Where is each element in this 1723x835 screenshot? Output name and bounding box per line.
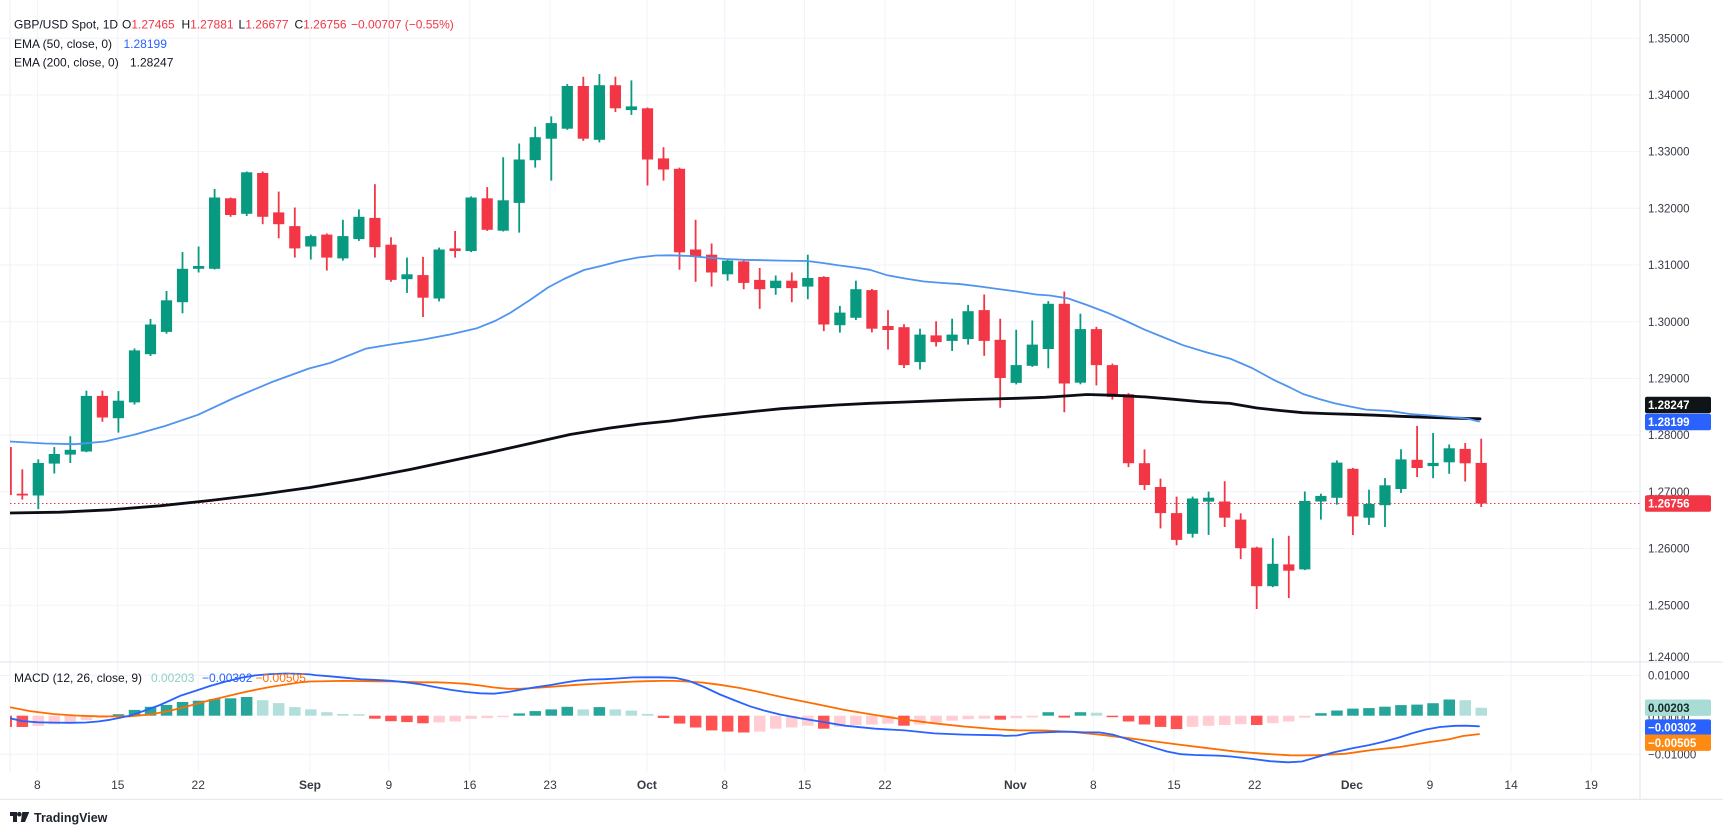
svg-text:1.28199: 1.28199 [1648, 417, 1690, 429]
svg-text:MACD (12, 26, close, 9)0.00203: MACD (12, 26, close, 9) 0.00203 −0.00302 −0… [14, 671, 306, 685]
svg-text:−0.00302: −0.00302 [1648, 723, 1696, 735]
svg-text:22: 22 [878, 778, 892, 792]
svg-text:1.35000: 1.35000 [1648, 33, 1690, 45]
svg-text:1.28247: 1.28247 [1648, 400, 1690, 412]
svg-text:−0.00505: −0.00505 [1648, 738, 1697, 750]
svg-text:Dec: Dec [1341, 778, 1363, 792]
svg-text:1.30000: 1.30000 [1648, 317, 1690, 329]
svg-text:1.24000: 1.24000 [1648, 652, 1690, 664]
svg-text:Nov: Nov [1004, 778, 1027, 792]
svg-text:1.33000: 1.33000 [1648, 147, 1690, 159]
svg-text:1.28000: 1.28000 [1648, 430, 1690, 442]
svg-text:22: 22 [192, 778, 206, 792]
svg-text:0.00203: 0.00203 [1648, 703, 1690, 715]
svg-text:1.26756: 1.26756 [1648, 499, 1690, 511]
svg-text:8: 8 [1090, 778, 1097, 792]
svg-text:15: 15 [798, 778, 812, 792]
svg-text:1.26000: 1.26000 [1648, 544, 1690, 556]
svg-text:9: 9 [1427, 778, 1434, 792]
svg-text:0.01000: 0.01000 [1648, 671, 1690, 683]
svg-text:8: 8 [34, 778, 41, 792]
svg-text:Oct: Oct [637, 778, 657, 792]
svg-text:14: 14 [1504, 778, 1518, 792]
svg-text:1.31000: 1.31000 [1648, 260, 1690, 272]
svg-text:8: 8 [721, 778, 728, 792]
svg-text:15: 15 [111, 778, 125, 792]
svg-text:−0.01000: −0.01000 [1648, 750, 1696, 762]
svg-text:1.32000: 1.32000 [1648, 203, 1690, 215]
svg-text:22: 22 [1248, 778, 1262, 792]
svg-text:EMA (50, close, 0)1.28199: EMA (50, close, 0) 1.28199 [14, 37, 167, 51]
svg-text:9: 9 [385, 778, 392, 792]
svg-text:23: 23 [543, 778, 557, 792]
svg-text:19: 19 [1585, 778, 1599, 792]
svg-text:Sep: Sep [299, 778, 321, 792]
svg-text:1.29000: 1.29000 [1648, 374, 1690, 386]
svg-text:15: 15 [1167, 778, 1181, 792]
svg-text:TradingView: TradingView [34, 811, 108, 825]
svg-text:1.25000: 1.25000 [1648, 600, 1690, 612]
svg-text:16: 16 [463, 778, 477, 792]
svg-text:1.34000: 1.34000 [1648, 90, 1690, 102]
svg-text:EMA (200, close, 0)1.28247: EMA (200, close, 0) 1.28247 [14, 55, 174, 69]
